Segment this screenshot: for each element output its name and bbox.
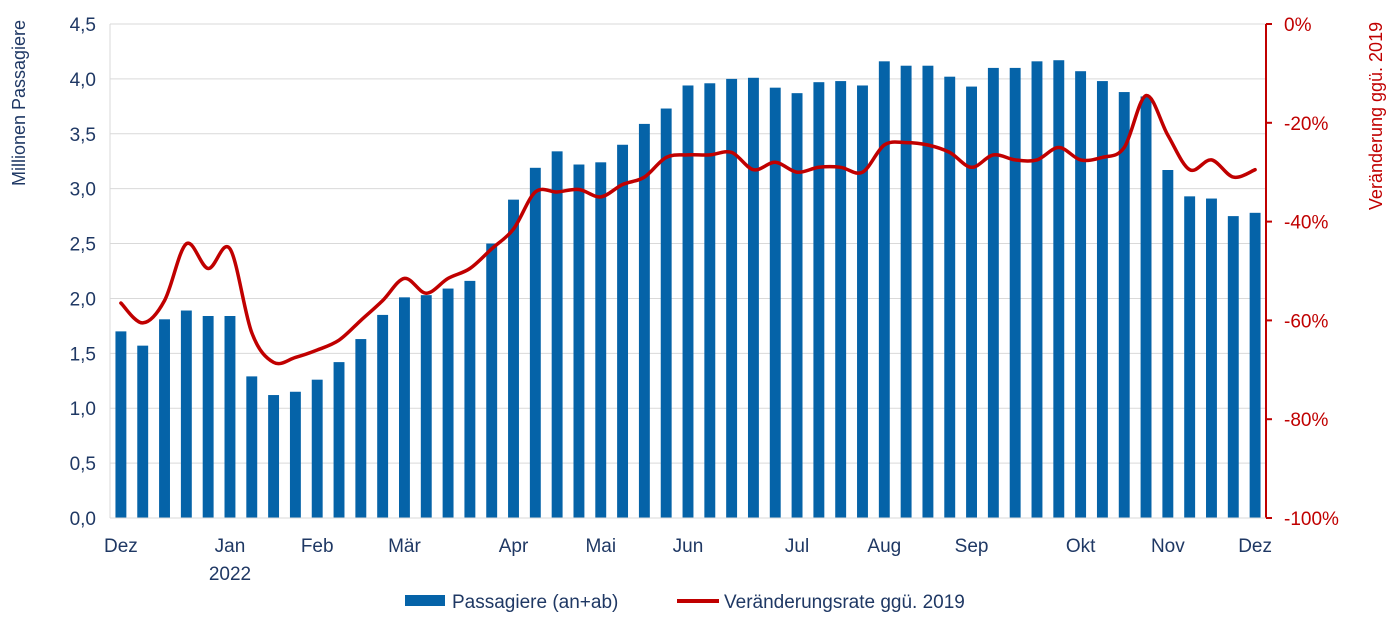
y-tick-left: 4,0 xyxy=(70,70,96,91)
bar xyxy=(1206,198,1217,518)
y-axis-title-right: Veränderung ggü. 2019 xyxy=(1366,22,1386,210)
bar xyxy=(246,376,258,518)
bar xyxy=(442,288,454,518)
bar xyxy=(1075,71,1087,519)
y-tick-left: 3,0 xyxy=(70,180,96,201)
legend-line-label: Veränderungsrate ggü. 2019 xyxy=(724,592,965,613)
x-tick-label: Okt xyxy=(1066,536,1096,557)
x-tick-label: Dez xyxy=(104,536,138,557)
y-tick-right: -80% xyxy=(1284,410,1328,431)
x-tick-label: Feb xyxy=(301,536,334,557)
bar xyxy=(1162,170,1174,518)
bar xyxy=(115,331,127,518)
bar xyxy=(1053,60,1065,519)
bar xyxy=(508,199,519,518)
y-tick-left: 2,0 xyxy=(70,289,96,310)
y-tick-right: 0% xyxy=(1284,15,1312,36)
legend: Passagiere (an+ab) Veränderungsrate ggü.… xyxy=(405,592,965,613)
x-tick-label: Aug xyxy=(867,536,901,557)
bar xyxy=(726,78,738,518)
bar xyxy=(289,391,301,518)
x-tick-label: Apr xyxy=(499,536,529,557)
bar xyxy=(159,319,170,518)
bar xyxy=(595,162,607,518)
y-tick-left: 1,0 xyxy=(70,399,96,420)
y-tick-left: 1,5 xyxy=(70,344,96,365)
bar xyxy=(1249,212,1261,518)
bars xyxy=(115,60,1261,519)
bar xyxy=(1140,96,1152,518)
x-tick-label: Sep xyxy=(955,536,989,557)
bar xyxy=(333,362,345,518)
y-tick-left: 4,5 xyxy=(70,15,96,36)
x-tick-label: Dez xyxy=(1238,536,1272,557)
bar xyxy=(835,81,847,518)
y-tick-left: 3,5 xyxy=(70,125,96,146)
bar xyxy=(224,316,236,518)
x-tick-sublabel: 2022 xyxy=(209,564,251,585)
left-axis: 0,0 0,5 1,0 1,5 2,0 2,5 3,0 3,5 4,0 4,5 xyxy=(70,15,111,530)
x-tick-label: Mär xyxy=(388,536,421,557)
y-tick-right: -60% xyxy=(1284,311,1328,332)
bar xyxy=(791,93,803,518)
change-rate-line xyxy=(119,93,1257,366)
y-tick-left: 0,5 xyxy=(70,454,96,475)
x-tick-label: Mai xyxy=(585,536,616,557)
bar xyxy=(966,86,977,518)
x-tick-label: Jul xyxy=(785,536,809,557)
bar xyxy=(399,297,410,518)
bar xyxy=(747,77,759,519)
bar xyxy=(573,164,585,518)
bar xyxy=(1184,196,1196,518)
bar xyxy=(922,65,934,519)
bar xyxy=(180,310,192,518)
bar xyxy=(486,243,498,519)
bar xyxy=(857,85,868,518)
bar xyxy=(1031,61,1043,519)
bar xyxy=(682,85,694,518)
bar xyxy=(1227,216,1239,518)
y-tick-right: -40% xyxy=(1284,213,1328,234)
x-tick-label: Jun xyxy=(673,536,704,557)
bar xyxy=(704,83,716,518)
bar xyxy=(464,280,476,518)
bar xyxy=(878,61,890,519)
bar xyxy=(813,82,825,518)
bar xyxy=(900,65,912,519)
bar xyxy=(137,345,149,518)
bar xyxy=(420,295,432,518)
bar xyxy=(617,144,629,518)
bar xyxy=(944,76,956,519)
y-tick-left: 0,0 xyxy=(70,509,96,530)
y-axis-title-left: Millionen Passagiere xyxy=(9,20,29,186)
bar xyxy=(1096,81,1108,518)
bar xyxy=(1118,92,1130,518)
bar xyxy=(355,339,367,518)
y-tick-right: -100% xyxy=(1284,509,1339,530)
y-tick-left: 2,5 xyxy=(70,235,96,256)
bar xyxy=(529,167,541,518)
bar xyxy=(1009,67,1021,519)
legend-bar-swatch xyxy=(405,595,445,606)
bar xyxy=(311,379,323,518)
bar xyxy=(551,151,563,518)
y-tick-right: -20% xyxy=(1284,114,1328,135)
bar xyxy=(202,316,214,518)
bar xyxy=(268,395,280,518)
right-axis: 0% -20% -40% -60% -80% -100% xyxy=(1265,15,1339,530)
bar xyxy=(660,108,672,518)
bar xyxy=(638,123,650,519)
legend-bar-label: Passagiere (an+ab) xyxy=(452,592,618,613)
bar xyxy=(769,87,781,518)
bar xyxy=(987,67,999,519)
bar xyxy=(377,314,389,518)
x-axis: Dez Jan 2022 Feb Mär Apr Mai Jun Jul Aug Sep Okt Nov… xyxy=(104,517,1272,585)
x-tick-label: Jan xyxy=(215,536,246,557)
x-tick-label: Nov xyxy=(1151,536,1185,557)
